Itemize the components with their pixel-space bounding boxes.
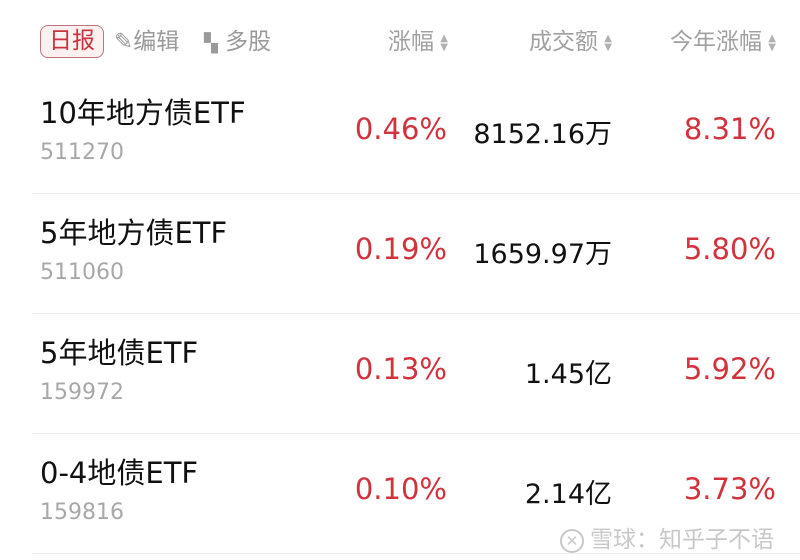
sort-change[interactable]: 涨幅 ▲ ▼ bbox=[388, 26, 448, 58]
change: 0.19% bbox=[354, 232, 447, 266]
fund-code: 511270 bbox=[40, 140, 124, 165]
multi-label: 多股 bbox=[225, 29, 272, 55]
col-amount: 成交额 bbox=[529, 29, 598, 55]
fund-code: 159972 bbox=[40, 380, 124, 405]
ytd-change: 5.80% bbox=[683, 232, 776, 266]
table-row[interactable]: 10年地方债ETF 511270 0.46% 8152.16万 8.31% bbox=[32, 74, 800, 194]
fund-name: 10年地方债ETF bbox=[40, 96, 246, 130]
amount: 8152.16万 bbox=[473, 119, 612, 150]
change: 0.13% bbox=[354, 352, 447, 386]
ytd-change: 5.92% bbox=[683, 352, 776, 386]
edit-button[interactable]: ✎编辑 bbox=[114, 26, 179, 58]
table-row[interactable]: 0-4地债ETF 159816 0.10% 2.14亿 3.73% bbox=[32, 434, 800, 554]
amount: 1.45亿 bbox=[524, 359, 612, 390]
fund-code: 159816 bbox=[40, 500, 124, 525]
table-row[interactable]: 5年地方债ETF 511060 0.19% 1659.97万 5.80% bbox=[32, 194, 800, 314]
grid-icon: ▚ bbox=[204, 33, 218, 54]
sort-icon: ▲ ▼ bbox=[604, 32, 612, 53]
daily-report-button[interactable]: 日报 bbox=[40, 25, 104, 58]
amount: 2.14亿 bbox=[524, 479, 612, 510]
watermark-text: 雪球：知乎子不语 bbox=[590, 527, 774, 553]
table-row[interactable]: 5年地债ETF 159972 0.13% 1.45亿 5.92% bbox=[32, 314, 800, 434]
fund-name: 5年地方债ETF bbox=[40, 216, 228, 250]
change: 0.10% bbox=[354, 472, 447, 506]
list-header: 日报 ✎编辑 ▚ 多股 涨幅 ▲ ▼ 成交额 ▲ ▼ 今年涨幅 ▲ ▼ bbox=[0, 24, 800, 60]
col-change: 涨幅 bbox=[388, 29, 434, 55]
ytd-change: 3.73% bbox=[683, 472, 776, 506]
change: 0.46% bbox=[354, 112, 447, 146]
fund-code: 511060 bbox=[40, 260, 124, 285]
sort-amount[interactable]: 成交额 ▲ ▼ bbox=[529, 26, 612, 58]
sort-icon: ▲ ▼ bbox=[768, 32, 776, 53]
sort-icon: ▲ ▼ bbox=[440, 32, 448, 53]
sort-ytd[interactable]: 今年涨幅 ▲ ▼ bbox=[670, 26, 776, 58]
amount: 1659.97万 bbox=[473, 239, 612, 270]
col-ytd: 今年涨幅 bbox=[670, 29, 762, 55]
fund-name: 5年地债ETF bbox=[40, 336, 199, 370]
pencil-icon: ✎ bbox=[114, 29, 134, 55]
edit-label: 编辑 bbox=[133, 29, 180, 55]
watermark: ✕ 雪球：知乎子不语 bbox=[560, 520, 774, 554]
ytd-change: 8.31% bbox=[683, 112, 776, 146]
xueqiu-logo-icon: ✕ bbox=[560, 528, 584, 553]
multi-stock-button[interactable]: ▚ 多股 bbox=[204, 26, 271, 60]
fund-name: 0-4地债ETF bbox=[40, 456, 199, 490]
